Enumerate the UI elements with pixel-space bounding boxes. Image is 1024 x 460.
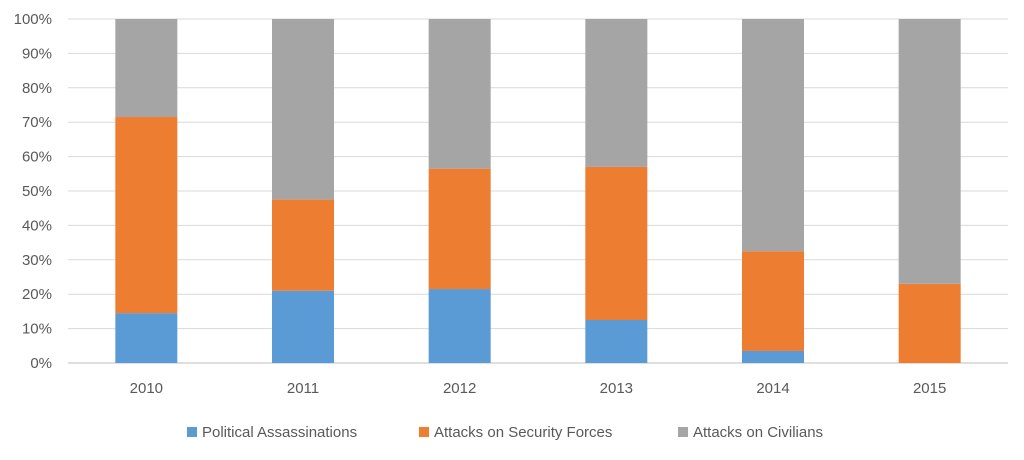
y-tick-label: 60%	[22, 149, 52, 166]
gridlines	[68, 18, 1008, 364]
bar-segment	[272, 199, 334, 291]
y-tick-label: 80%	[22, 80, 52, 97]
bar-segment	[115, 117, 178, 314]
legend-label: Political Assassinations	[202, 424, 357, 441]
legend-label: Attacks on Civilians	[693, 424, 823, 441]
y-tick-label: 70%	[22, 114, 52, 131]
x-tick-label: 2015	[913, 380, 946, 397]
bar-segment	[742, 19, 804, 252]
bar-segment	[742, 350, 804, 363]
bar-segment	[742, 251, 804, 351]
bar-segment	[898, 19, 961, 284]
y-tick-label: 0%	[30, 355, 52, 372]
x-tick-label: 2012	[443, 380, 476, 397]
y-tick-label: 100%	[14, 11, 52, 28]
bar-segment	[585, 320, 648, 363]
bar-segment	[115, 313, 178, 363]
legend-swatch	[187, 427, 197, 437]
bar-segment	[428, 19, 491, 169]
x-tick-label: 2010	[130, 380, 163, 397]
x-tick-label: 2011	[287, 380, 319, 397]
y-tick-label: 30%	[22, 252, 52, 269]
bar-segment	[272, 290, 334, 363]
bar-segment	[428, 289, 491, 363]
y-tick-label: 50%	[22, 183, 52, 200]
bar-segment	[428, 168, 491, 290]
x-tick-label: 2014	[756, 380, 789, 397]
y-axis-tick-labels: 0% 10% 20% 30% 40% 50% 60% 70% 80% 90% 100%	[14, 11, 52, 372]
x-axis-tick-labels: 2010 2011 2012 2013 2014 2015	[130, 380, 947, 397]
bar-segment	[585, 19, 648, 167]
bar-segment	[272, 19, 334, 200]
legend-swatch	[678, 427, 688, 437]
bar-segment	[898, 283, 961, 363]
legend-label: Attacks on Security Forces	[434, 424, 612, 441]
y-tick-label: 40%	[22, 217, 52, 234]
y-tick-label: 10%	[22, 321, 52, 338]
bar-segment	[115, 19, 178, 118]
bar-segment	[585, 166, 648, 320]
bars	[115, 19, 961, 363]
x-tick-label: 2013	[600, 380, 633, 397]
legend: Political Assassinations Attacks on Secur…	[187, 424, 823, 441]
y-tick-label: 90%	[22, 45, 52, 62]
y-tick-label: 20%	[22, 286, 52, 303]
legend-swatch	[419, 427, 429, 437]
